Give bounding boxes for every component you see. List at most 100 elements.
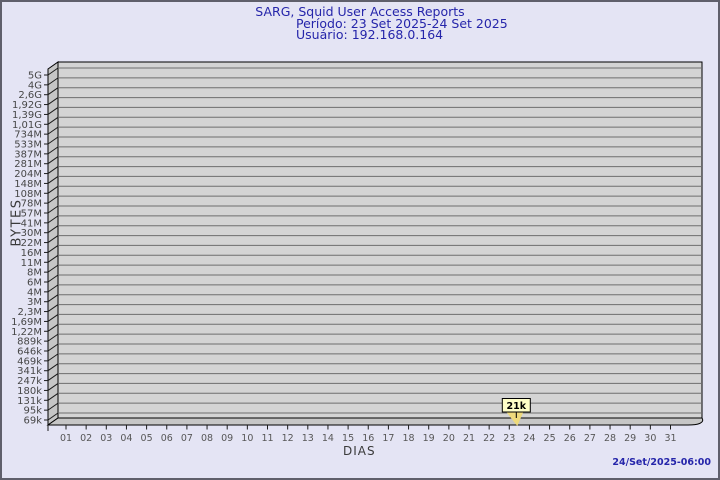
report-period: Período: 23 Set 2025-24 Set 2025	[296, 16, 508, 31]
x-tick-label: 12	[282, 433, 294, 444]
y-tick-label: 6M	[27, 278, 42, 289]
y-tick-label: 1,39G	[12, 110, 42, 121]
y-tick-label: 4M	[27, 287, 42, 298]
y-tick-label: 41M	[21, 218, 42, 229]
y-tick-connector	[47, 67, 59, 76]
y-tick-connector	[47, 363, 59, 372]
flag-arrow-icon	[506, 412, 524, 426]
y-tick-label: 1,22M	[11, 327, 42, 338]
y-tick-connector	[47, 304, 59, 312]
y-tick-label: 387M	[14, 149, 42, 160]
x-tick-label: 25	[544, 433, 556, 444]
y-tick-label: 247k	[17, 376, 42, 387]
y-tick-connector	[47, 294, 59, 303]
y-tick-connector	[47, 126, 59, 135]
y-tick-connector	[47, 225, 59, 234]
x-tick-label: 10	[241, 433, 253, 444]
y-tick-label: 1,92G	[12, 100, 42, 111]
y-tick-connector	[47, 412, 59, 421]
x-tick-label: 18	[403, 433, 415, 444]
y-tick-label: 646k	[17, 347, 42, 358]
x-tick-label: 17	[382, 433, 394, 444]
y-tick-label: 734M	[14, 130, 42, 141]
y-tick-connector	[47, 185, 59, 194]
y-tick-connector	[47, 254, 59, 263]
x-tick-label: 30	[644, 433, 656, 444]
y-tick-connector	[47, 373, 59, 381]
y-tick-label: 2,6G	[18, 90, 42, 101]
x-tick-label: 08	[201, 433, 213, 444]
y-tick-connector	[47, 166, 59, 174]
y-tick-connector	[47, 402, 59, 411]
report-user: Usuário: 192.168.0.164	[296, 27, 444, 42]
y-tick-connector	[47, 245, 59, 253]
y-tick-connector	[47, 333, 59, 342]
x-tick-label: 23	[503, 433, 515, 444]
y-tick-label: 95k	[23, 406, 42, 417]
x-tick-label: 29	[624, 433, 636, 444]
x-tick-label: 06	[161, 433, 173, 444]
y-tick-label: 1,69M	[11, 317, 42, 328]
y-tick-connector	[47, 392, 59, 401]
y-tick-connector	[47, 235, 59, 243]
y-tick-label: 281M	[14, 159, 42, 170]
x-tick-label: 02	[80, 433, 92, 444]
chart-floor	[46, 417, 704, 426]
x-tick-label: 24	[523, 433, 535, 444]
y-tick-label: 5G	[28, 71, 42, 82]
x-tick-label: 20	[443, 433, 455, 444]
x-axis-title: DIAS	[343, 444, 376, 458]
x-tick-label: 07	[181, 433, 193, 444]
chart-left-wall	[47, 61, 59, 426]
y-tick-connector	[47, 97, 59, 105]
x-tick-label: 05	[141, 433, 153, 444]
y-tick-connector	[47, 323, 59, 332]
x-tick-label: 14	[322, 433, 334, 444]
y-tick-label: 57M	[21, 209, 42, 220]
y-tick-label: 3M	[27, 297, 42, 308]
x-tick-label: 21	[463, 433, 475, 444]
y-tick-label: 22M	[21, 238, 42, 249]
chart-plot-area	[57, 61, 703, 419]
y-tick-connector	[47, 87, 59, 96]
y-tick-label: 30M	[21, 228, 42, 239]
y-tick-connector	[47, 353, 59, 362]
y-tick-label: 108M	[14, 189, 42, 200]
x-tick-label: 03	[100, 433, 112, 444]
y-tick-connector	[47, 116, 59, 125]
y-tick-label: 11M	[21, 258, 42, 269]
y-tick-label: 469k	[17, 356, 42, 367]
x-tick-label: 28	[604, 433, 616, 444]
x-tick-label: 04	[120, 433, 132, 444]
x-tick-label: 31	[664, 433, 676, 444]
y-tick-label: 204M	[14, 169, 42, 180]
y-tick-connector	[47, 77, 59, 86]
y-tick-connector	[47, 314, 59, 322]
y-tick-connector	[47, 284, 59, 293]
y-tick-label: 180k	[17, 386, 42, 397]
data-flag-box	[501, 398, 531, 413]
y-tick-label: 341k	[17, 366, 42, 377]
x-tick-label: 22	[483, 433, 495, 444]
y-tick-connector	[47, 176, 59, 184]
y-tick-label: 69k	[23, 416, 42, 427]
y-tick-connector	[47, 383, 59, 391]
y-tick-label: 78M	[21, 199, 42, 210]
y-tick-label: 16M	[21, 248, 42, 259]
y-tick-connector	[47, 195, 59, 204]
y-tick-label: 1,01G	[12, 120, 42, 131]
y-tick-label: 148M	[14, 179, 42, 190]
y-tick-connector	[47, 156, 59, 165]
y-tick-connector	[47, 274, 59, 283]
x-tick-label: 01	[60, 433, 72, 444]
y-tick-label: 4G	[28, 80, 42, 91]
x-tick-label: 15	[342, 433, 354, 444]
x-tick-label: 26	[564, 433, 576, 444]
x-tick-label: 13	[302, 433, 314, 444]
y-tick-connector	[47, 107, 59, 115]
y-tick-connector	[47, 136, 59, 145]
y-tick-connector	[47, 343, 59, 352]
y-tick-connector	[47, 205, 59, 214]
